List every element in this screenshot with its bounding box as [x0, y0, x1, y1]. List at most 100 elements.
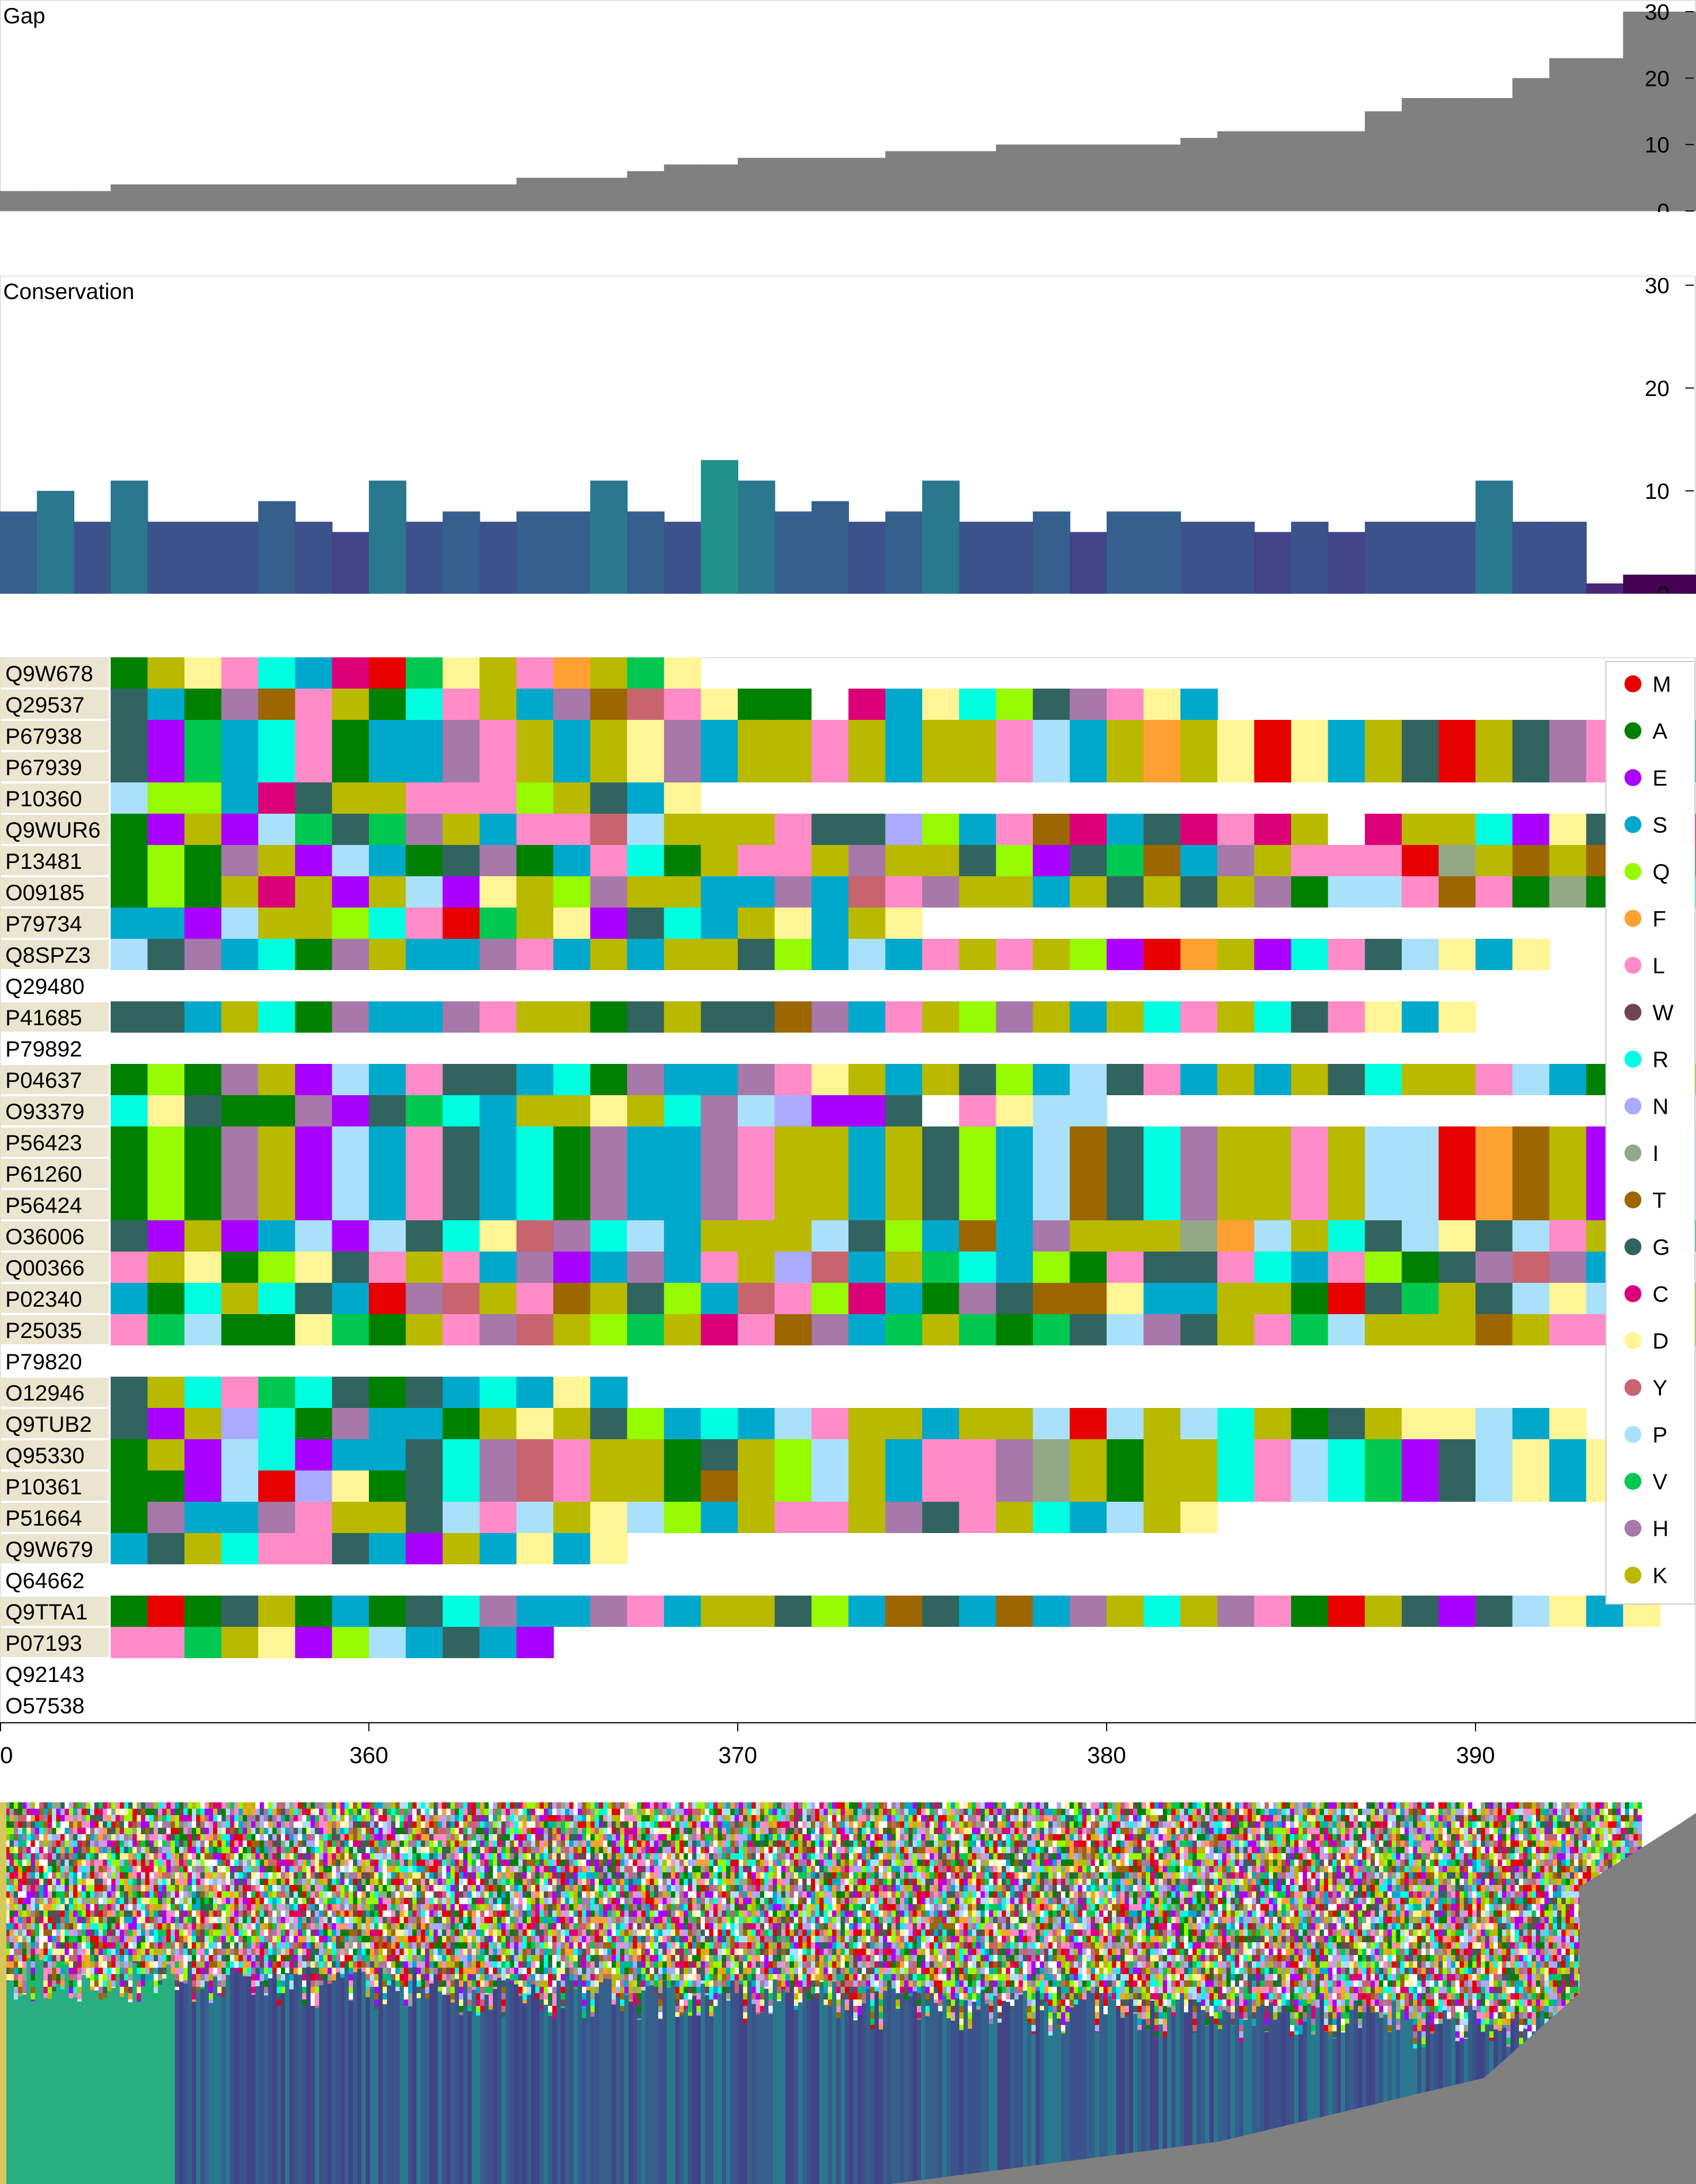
overview-cell	[493, 1980, 497, 1987]
overview-cell	[243, 1930, 247, 1936]
overview-cell	[196, 1961, 200, 1968]
overview-cell	[489, 1904, 493, 1910]
overview-cell	[141, 1885, 145, 1891]
overview-conservation	[52, 1991, 56, 2184]
overview-cell	[391, 1815, 395, 1821]
overview-cell	[200, 1942, 205, 1949]
overview-cell	[107, 1980, 111, 1987]
overview-cell	[175, 1891, 179, 1898]
overview-cell	[366, 1866, 370, 1872]
overview-cell	[459, 1860, 463, 1866]
residue-cell	[332, 814, 369, 845]
overview-cell	[340, 1942, 344, 1949]
residue-cell	[1032, 814, 1071, 845]
overview-cell	[107, 1834, 111, 1840]
residue-cell	[1401, 1064, 1439, 1095]
overview-cell	[65, 1955, 69, 1961]
overview-cell	[200, 1923, 205, 1930]
overview-cell	[383, 1872, 387, 1879]
overview-cell	[82, 1904, 86, 1910]
overview-conservation	[35, 1954, 39, 2184]
overview-cell	[404, 1879, 408, 1885]
overview-cell	[272, 1942, 277, 1949]
overview-cell	[353, 1834, 357, 1840]
overview-cell	[387, 1949, 391, 1955]
gap-bar	[1070, 144, 1107, 211]
overview-cell	[99, 1885, 103, 1891]
row-label-box	[0, 1002, 109, 1032]
overview-cell	[141, 1961, 145, 1968]
overview-cell	[158, 1879, 162, 1885]
overview-cell	[52, 1949, 56, 1955]
residue-cell	[1291, 876, 1329, 908]
overview-cell	[188, 1847, 192, 1853]
residue-cell	[1217, 1126, 1255, 1158]
row-label: Q9TTA1	[5, 1599, 88, 1624]
residue-cell	[996, 1064, 1034, 1095]
overview-cell	[400, 1860, 404, 1866]
residue-cell	[110, 1001, 148, 1033]
residue-cell	[664, 657, 702, 689]
overview-cell	[442, 1910, 446, 1917]
residue-cell	[1217, 1158, 1255, 1189]
overview-cell	[120, 1942, 124, 1949]
residue-cell	[369, 1095, 407, 1126]
overview-cell	[315, 1834, 319, 1840]
overview-cell	[35, 1809, 39, 1815]
overview-cell	[268, 1942, 272, 1949]
overview-cell	[480, 2000, 484, 2006]
overview-cell	[90, 1891, 94, 1898]
overview-column	[22, 1802, 26, 2184]
residue-cell	[738, 939, 775, 970]
gap-ytick-label: 20	[1645, 66, 1670, 91]
overview-cell	[14, 1866, 18, 1872]
overview-cell	[145, 1853, 149, 1860]
overview-cell	[247, 1809, 251, 1815]
overview-cell	[90, 1987, 94, 1993]
residue-cell	[590, 1064, 628, 1095]
residue-cell	[664, 1095, 702, 1126]
overview-cell	[128, 1904, 132, 1910]
overview-cell	[94, 1879, 99, 1885]
overview-cell	[26, 1821, 31, 1828]
overview-cell	[175, 1834, 179, 1840]
residue-cell	[1291, 1596, 1329, 1627]
overview-cell	[77, 1891, 82, 1898]
overview-cell	[476, 1910, 480, 1917]
overview-cell	[455, 1930, 459, 1936]
residue-cell	[295, 782, 333, 814]
overview-cell	[306, 1802, 311, 1809]
residue-cell	[885, 1126, 923, 1158]
overview-cell	[480, 1949, 484, 1955]
overview-cell	[357, 1847, 361, 1853]
overview-cell	[497, 1968, 501, 1974]
overview-cell	[120, 1840, 124, 1847]
overview-cell	[497, 1866, 501, 1872]
overview-cell	[103, 1930, 107, 1936]
legend-label: F	[1653, 906, 1666, 931]
overview-cell	[268, 1866, 272, 1872]
overview-cell	[442, 1955, 446, 1961]
residue-cell	[221, 1001, 259, 1033]
overview-cell	[192, 1891, 196, 1898]
overview-conservation	[408, 2006, 412, 2184]
overview-cell	[336, 1809, 340, 1815]
overview-cell	[43, 1917, 48, 1923]
overview-cell	[506, 1923, 510, 1930]
residue-cell	[332, 908, 369, 939]
overview-cell	[213, 1815, 217, 1821]
residue-cell	[1254, 1001, 1292, 1033]
overview-cell	[247, 1936, 251, 1942]
overview-cell	[22, 1866, 26, 1872]
overview-cell	[213, 1891, 217, 1898]
overview-cell	[294, 1968, 298, 1974]
overview-cell	[10, 1840, 14, 1847]
residue-cell	[184, 1252, 222, 1283]
overview-cell	[370, 1980, 374, 1987]
overview-cell	[154, 1961, 158, 1968]
overview-cell	[5, 1898, 10, 1904]
overview-cell	[374, 1866, 378, 1872]
overview-cell	[476, 1961, 480, 1968]
residue-cell	[996, 1283, 1034, 1314]
overview-cell	[463, 1936, 467, 1942]
